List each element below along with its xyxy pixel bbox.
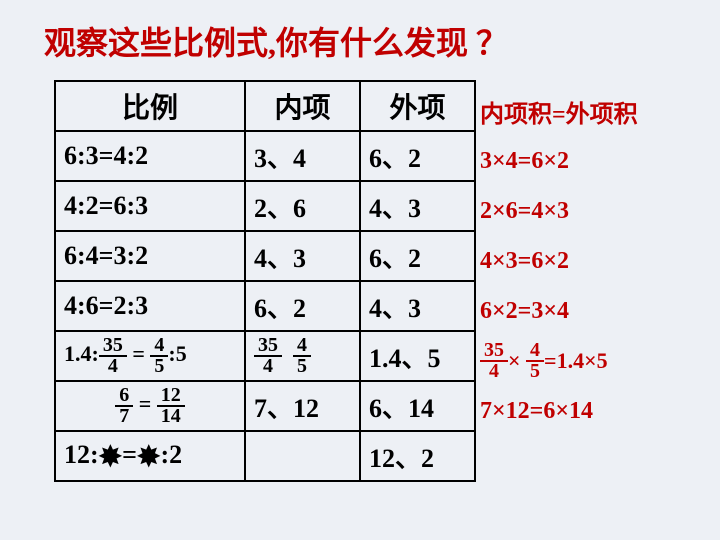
equation: 2×6=4×3 <box>480 186 638 236</box>
table-row: 4:6=2:3 6、2 4、3 <box>55 281 475 331</box>
cell-inner-empty <box>245 431 360 481</box>
cell-ratio-masked: 12:✸=✸:2 <box>55 431 245 481</box>
cell-inner: 6、2 <box>245 281 360 331</box>
cell-outer: 1.4、5 <box>360 331 475 381</box>
cell-inner-frac: 354 45 <box>245 331 360 381</box>
table-row-frac: 1.4:354 = 45:5 354 45 1.4、5 <box>55 331 475 381</box>
page-title: 观察这些比例式,你有什么发现 ？ <box>44 18 508 64</box>
table-row-frac: 67 = 1214 7、12 6、14 <box>55 381 475 431</box>
table-row: 4:2=6:3 2、6 4、3 <box>55 181 475 231</box>
cell-ratio: 4:2=6:3 <box>55 181 245 231</box>
cell-ratio-frac: 67 = 1214 <box>55 381 245 431</box>
cell-outer: 6、14 <box>360 381 475 431</box>
cell-ratio: 4:6=2:3 <box>55 281 245 331</box>
cell-inner: 3、4 <box>245 131 360 181</box>
cell-outer: 6、2 <box>360 231 475 281</box>
equation: 7×12=6×14 <box>480 386 638 436</box>
cell-ratio: 6:4=3:2 <box>55 231 245 281</box>
burst-icon: ✸ <box>137 444 160 472</box>
cell-outer: 4、3 <box>360 181 475 231</box>
header-ratio: 比例 <box>55 81 245 131</box>
table-row: 6:4=3:2 4、3 6、2 <box>55 231 475 281</box>
cell-inner: 2、6 <box>245 181 360 231</box>
header-outer: 外项 <box>360 81 475 131</box>
cell-outer: 6、2 <box>360 131 475 181</box>
table-row: 6:3=4:2 3、4 6、2 <box>55 131 475 181</box>
header-inner: 内项 <box>245 81 360 131</box>
equation: 6×2=3×4 <box>480 286 638 336</box>
cell-outer: 12、2 <box>360 431 475 481</box>
proportion-table: 比例 内项 外项 6:3=4:2 3、4 6、2 4:2=6:3 2、6 4、3… <box>54 80 476 482</box>
cell-outer: 4、3 <box>360 281 475 331</box>
equations-header: 内项积=外项积 <box>480 86 638 136</box>
cell-ratio-frac: 1.4:354 = 45:5 <box>55 331 245 381</box>
equation: 4×3=6×2 <box>480 236 638 286</box>
cell-inner: 7、12 <box>245 381 360 431</box>
cell-ratio: 6:3=4:2 <box>55 131 245 181</box>
table-row-masked: 12:✸=✸:2 12、2 <box>55 431 475 481</box>
cell-inner: 4、3 <box>245 231 360 281</box>
burst-icon: ✸ <box>99 444 122 472</box>
table-header-row: 比例 内项 外项 <box>55 81 475 131</box>
equation-frac: 354× 45=1.4×5 <box>480 336 638 386</box>
equations-column: 内项积=外项积 3×4=6×2 2×6=4×3 4×3=6×2 6×2=3×4 … <box>480 86 638 436</box>
equation: 3×4=6×2 <box>480 136 638 186</box>
